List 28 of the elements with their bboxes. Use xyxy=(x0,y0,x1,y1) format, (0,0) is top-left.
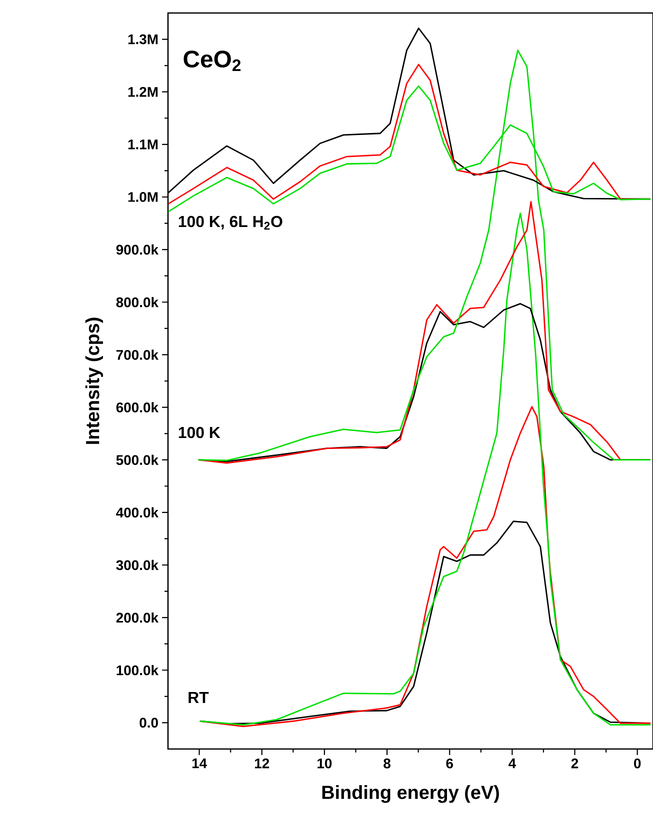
x-tick-label: 8 xyxy=(384,758,390,768)
annotation: 100 K, 6L H$_{2}$O xyxy=(178,216,282,230)
y-tick-label: 700.0k xyxy=(116,350,159,360)
y-tick-label: 1.2M xyxy=(128,86,158,97)
x-axis-title: Binding energy (eV) xyxy=(322,785,499,803)
x-tick-label: 2 xyxy=(571,758,578,768)
y-tick-label: 100.0k xyxy=(116,665,159,676)
y-tick-label: 1.3M xyxy=(128,34,158,44)
y-tick-label: 400.0k xyxy=(116,507,159,518)
x-tick-label: 6 xyxy=(446,758,453,768)
x-tick-label: 4 xyxy=(508,758,516,768)
x-tick-label: 14 xyxy=(192,758,207,768)
annotation: CeO$_{2}$ xyxy=(184,50,241,72)
y-tick-label: 0.0 xyxy=(140,718,158,728)
y-tick-label: 1.1M xyxy=(128,140,158,150)
annotation: 100 K xyxy=(178,426,220,438)
y-tick-label: 600.0k xyxy=(116,402,159,412)
y-tick-label: 500.0k xyxy=(116,454,159,465)
y-tick-label: 1.0M xyxy=(128,192,158,202)
y-tick-label: 800.0k xyxy=(116,297,159,308)
y-tick-label: 200.0k xyxy=(116,612,159,623)
x-tick-label: 0 xyxy=(634,758,641,768)
y-tick-label: 900.0k xyxy=(116,244,159,255)
x-tick-label: 12 xyxy=(254,758,270,768)
x-tick-label: 10 xyxy=(318,758,332,768)
y-axis-title: Intensity (cps) xyxy=(85,318,104,444)
annotation: RT xyxy=(188,692,209,703)
y-tick-label: 300.0k xyxy=(116,560,159,570)
